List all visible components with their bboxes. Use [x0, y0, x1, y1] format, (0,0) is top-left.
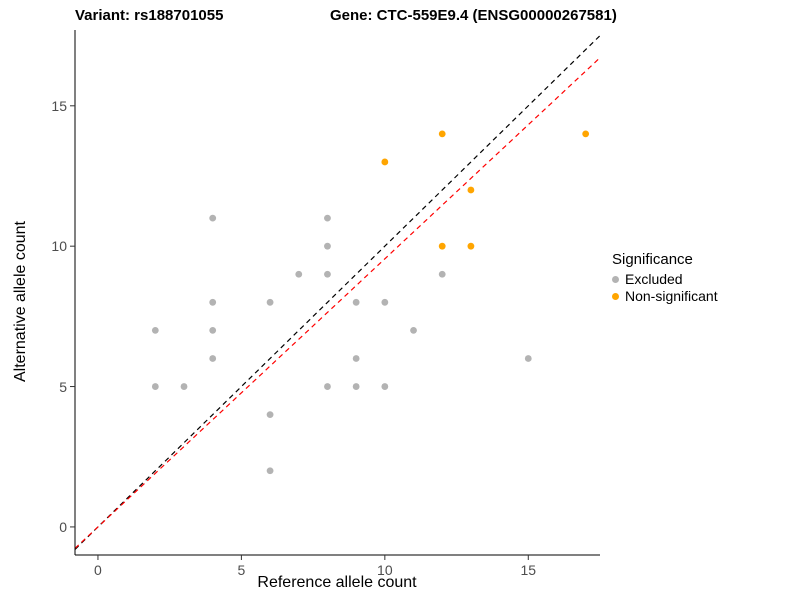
x-tick-label: 15 — [520, 562, 537, 578]
legend-item-non-significant: Non-significant — [612, 288, 718, 304]
fit-line — [74, 57, 601, 549]
data-point-excluded — [295, 270, 303, 278]
data-point-non-significant — [438, 130, 446, 138]
x-tick-label: 5 — [237, 562, 246, 578]
y-tick-label: 0 — [59, 518, 67, 535]
data-point-excluded — [266, 298, 274, 306]
y-tick-label: 5 — [59, 378, 67, 395]
data-point-excluded — [352, 383, 360, 390]
legend-dot-icon — [612, 292, 619, 300]
data-point-excluded — [180, 383, 188, 390]
data-point-excluded — [410, 327, 417, 334]
identity-line — [74, 35, 601, 550]
legend-item-label: Excluded — [625, 271, 683, 287]
x-axis-title: Reference allele count — [257, 574, 417, 591]
data-point-excluded — [151, 327, 159, 334]
x-tick-label: 0 — [94, 562, 102, 578]
data-point-excluded — [324, 270, 331, 278]
data-point-excluded — [324, 214, 331, 222]
data-point-excluded — [209, 214, 217, 222]
data-point-excluded — [151, 383, 159, 390]
data-point-non-significant — [467, 186, 475, 194]
data-point-excluded — [209, 298, 217, 306]
data-point-excluded — [352, 355, 360, 362]
y-tick-label: 10 — [51, 238, 67, 255]
data-point-non-significant — [438, 242, 446, 250]
legend-dot-icon — [612, 275, 619, 283]
data-point-excluded — [352, 298, 360, 306]
data-point-excluded — [266, 411, 274, 419]
variant-title: Variant: rs188701055 — [75, 7, 224, 24]
data-point-excluded — [324, 383, 331, 390]
legend: Significance Excluded Non-significant — [612, 251, 718, 305]
data-point-excluded — [524, 355, 532, 362]
data-point-excluded — [209, 355, 217, 362]
data-point-excluded — [209, 327, 217, 334]
legend-title: Significance — [612, 251, 693, 268]
legend-items: Excluded Non-significant — [612, 271, 718, 304]
data-point-excluded — [381, 383, 389, 390]
legend-item-excluded: Excluded — [612, 271, 718, 287]
data-point-excluded — [266, 467, 274, 475]
data-point-excluded — [438, 270, 446, 278]
data-point-non-significant — [381, 158, 389, 166]
legend-item-label: Non-significant — [625, 288, 718, 304]
data-point-non-significant — [582, 130, 590, 138]
y-tick-label: 15 — [51, 97, 67, 114]
data-point-excluded — [324, 242, 331, 250]
y-axis-title: Alternative allele count — [12, 221, 29, 382]
data-point-excluded — [381, 298, 389, 306]
data-point-non-significant — [467, 242, 475, 250]
x-tick-label: 10 — [377, 562, 393, 578]
gene-title: Gene: CTC-559E9.4 (ENSG00000267581) — [330, 7, 617, 24]
